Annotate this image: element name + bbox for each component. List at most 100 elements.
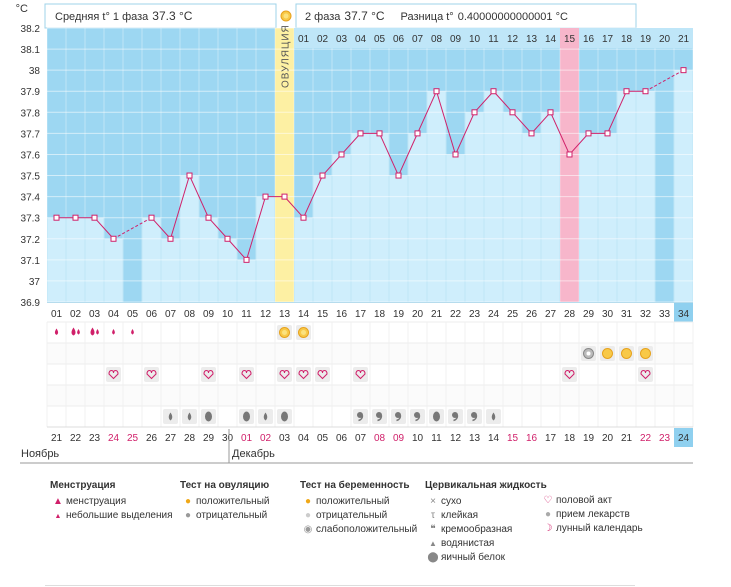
- cycle-day-label: 16: [336, 309, 348, 320]
- y-unit-label: °C: [16, 3, 28, 15]
- intercourse-cell: [562, 367, 577, 382]
- y-tick-label: 38.2: [21, 24, 41, 35]
- series-line-segment: [512, 111, 532, 134]
- phase2-day-label: 16: [583, 34, 595, 45]
- date-label: 16: [526, 433, 538, 444]
- temperature-point: [585, 130, 592, 137]
- temperature-point: [623, 88, 630, 95]
- phase2-day-label: 04: [355, 34, 367, 45]
- phase2-day-label: 17: [602, 34, 614, 45]
- temperature-point: [452, 151, 459, 158]
- cycle-day-label: 22: [450, 309, 462, 320]
- y-tick-label: 37.1: [21, 256, 41, 267]
- series-line-segment: [113, 217, 152, 240]
- phase2-value: 37.7 °C: [344, 9, 384, 23]
- legend-pregnancy-item: положительный: [316, 496, 390, 507]
- temperature-point: [262, 193, 269, 200]
- cycle-day-label: 11: [241, 309, 252, 320]
- ovulation-positive-icon-core: [282, 330, 287, 335]
- date-label: 22: [640, 433, 652, 444]
- date-label: 22: [70, 433, 82, 444]
- phase2-day-label: 12: [507, 34, 519, 45]
- series-line-segment: [246, 196, 266, 260]
- menstruation-icon: [112, 329, 115, 335]
- phase2-label: 2 фаза: [305, 11, 341, 23]
- temperature-point: [604, 130, 611, 137]
- legend: Менструация ▲ менструация ▲ небольшие выде…: [45, 480, 650, 586]
- legend-menstruation: Менструация ▲ менструация ▲ небольшие выде…: [50, 480, 173, 523]
- sticky-icon: τ: [431, 510, 435, 521]
- legend-ovulation-item: положительный: [196, 496, 270, 507]
- cycle-day-label: 18: [374, 309, 386, 320]
- date-label: 27: [165, 433, 177, 444]
- temperature-bar: [446, 154, 465, 302]
- temperature-bar: [465, 112, 484, 302]
- date-label: 15: [507, 433, 519, 444]
- temperature-point: [680, 67, 687, 74]
- egg-white-icon: [433, 411, 440, 422]
- phase2-day-label: 02: [317, 34, 329, 45]
- watery-icon: ▲: [429, 539, 437, 548]
- legend-ovulation-item: отрицательный: [196, 510, 268, 521]
- pregnancy-positive-icon: [621, 348, 632, 359]
- date-label: 19: [583, 433, 595, 444]
- intercourse-cell: [201, 367, 216, 382]
- phase2-day-label: 11: [488, 34, 499, 45]
- date-label: 01: [241, 433, 253, 444]
- phase2-day-label: 03: [336, 34, 348, 45]
- series-line-segment: [550, 112, 570, 155]
- temperature-point: [319, 172, 326, 179]
- temperature-point: [243, 256, 250, 263]
- cycle-day-label: 23: [469, 309, 481, 320]
- diff-value: 0.40000000000001 °C: [458, 11, 568, 23]
- legend-cervical-title: Цервикальная жидкость: [425, 480, 547, 491]
- phase2-day-label: 15: [564, 34, 576, 45]
- series-line-segment: [379, 133, 399, 176]
- legend-menstruation-item: небольшие выделения: [66, 510, 173, 521]
- y-tick-label: 37.6: [21, 150, 41, 161]
- phase2-day-label: 10: [469, 34, 481, 45]
- date-label: 04: [298, 433, 310, 444]
- date-label: 25: [127, 433, 139, 444]
- temperature-point: [110, 235, 117, 242]
- phase2-day-label: 19: [640, 34, 652, 45]
- date-label: 18: [564, 433, 576, 444]
- watery-icon: [491, 412, 496, 421]
- phase2-day-strip: [294, 28, 693, 48]
- egg-white-icon: [243, 411, 250, 422]
- watery-icon: [187, 412, 192, 421]
- temperature-point: [509, 109, 516, 116]
- y-tick-label: 37.9: [21, 87, 41, 98]
- pregnancy-weak-icon: ◉: [303, 524, 313, 535]
- temperature-point: [224, 235, 231, 242]
- y-tick-label: 37: [29, 277, 41, 288]
- series-line-segment: [436, 91, 456, 155]
- series-line-segment: [94, 217, 114, 240]
- creamy-icon-tail: [377, 415, 383, 422]
- cycle-day-label: 26: [526, 309, 538, 320]
- series-line-segment: [493, 90, 513, 113]
- legend-pregnancy-title: Тест на беременность: [300, 480, 410, 491]
- cycle-day-label: 03: [89, 309, 101, 320]
- heart-icon: [298, 369, 309, 380]
- legend-other: ♡ половой акт ● прием лекарств ☽ лунный кал…: [540, 494, 643, 536]
- heart-icon: [317, 369, 328, 380]
- month-label-right: Декабрь: [232, 448, 275, 460]
- cycle-day-label: 06: [146, 309, 158, 320]
- cycle-day-label: 02: [70, 309, 82, 320]
- cycle-day-label: 14: [298, 309, 310, 320]
- series-line-segment: [417, 91, 437, 134]
- legend-menstruation-title: Менструация: [50, 480, 116, 491]
- series-line-segment: [607, 91, 627, 134]
- legend-pregnancy-test: Тест на беременность ● положительный ● отр…: [300, 480, 417, 537]
- phase2-day-label: 18: [621, 34, 633, 45]
- date-label: 11: [431, 433, 442, 444]
- intercourse-cell: [315, 367, 330, 382]
- temperature-point: [642, 88, 649, 95]
- intercourse-cell: [353, 367, 368, 382]
- temperature-point: [433, 88, 440, 95]
- creamy-icon-tail: [415, 415, 421, 422]
- heart-icon: [108, 369, 119, 380]
- legend-ovulation-test: Тест на овуляцию ● положительный ● отрицат…: [180, 480, 269, 523]
- watery-icon: [263, 412, 268, 421]
